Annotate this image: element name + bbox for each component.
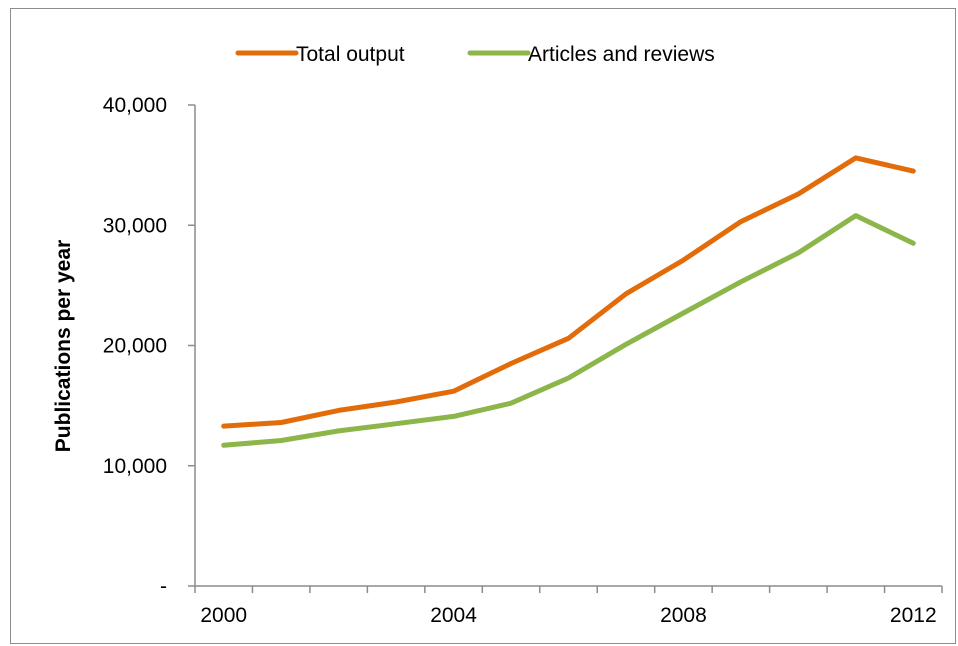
y-tick-label: 10,000 xyxy=(103,455,167,478)
x-axis: 2000 2004 2008 2012 xyxy=(194,586,943,627)
y-tick-label: 40,000 xyxy=(103,94,167,117)
legend: Total output Articles and reviews xyxy=(235,43,715,66)
x-tick-label: 2000 xyxy=(200,604,247,627)
y-tick-label: - xyxy=(160,575,167,598)
y-tick-label: 20,000 xyxy=(103,335,167,358)
y-axis-title: Publications per year xyxy=(52,240,75,452)
y-tick-label: 30,000 xyxy=(103,214,167,237)
x-tick-label: 2004 xyxy=(430,604,477,627)
x-tick-label: 2012 xyxy=(890,604,937,627)
series-line-total-output xyxy=(221,155,916,429)
legend-label-total-output: Total output xyxy=(296,43,405,66)
series-group xyxy=(221,155,916,448)
legend-label-articles-and-reviews: Articles and reviews xyxy=(528,43,715,66)
x-tick-label: 2008 xyxy=(660,604,707,627)
y-axis: - 10,000 20,000 30,000 40,000 xyxy=(103,94,195,598)
chart-frame xyxy=(10,8,956,644)
